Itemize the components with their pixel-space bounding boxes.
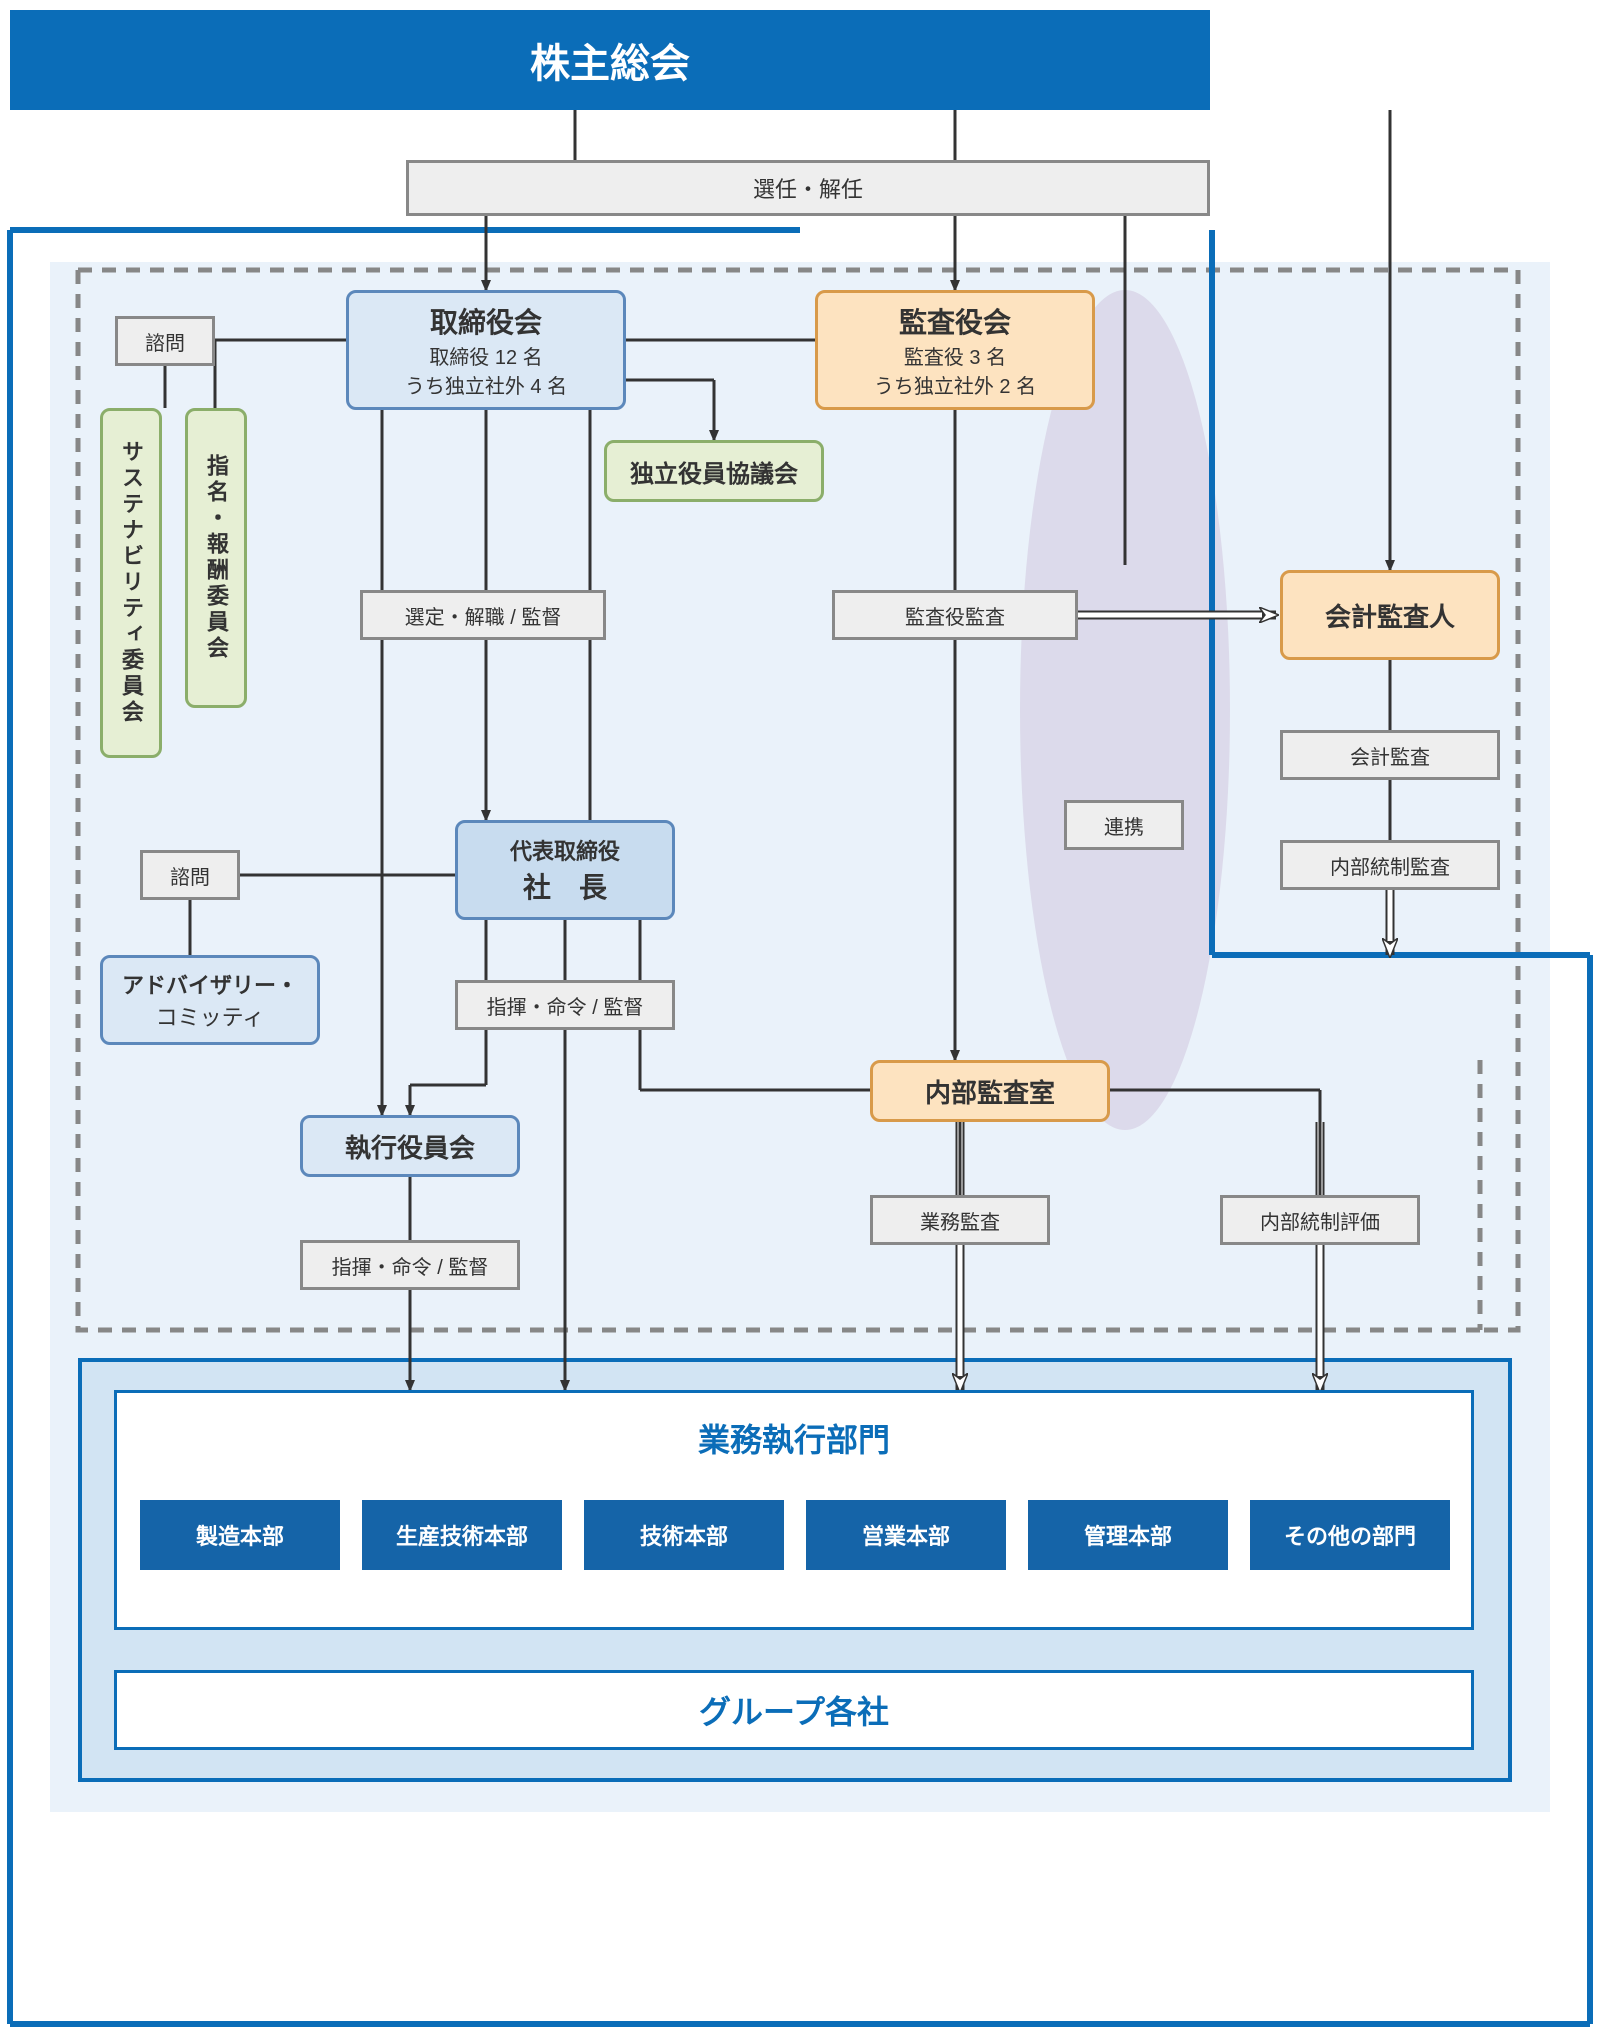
auditor_audit: 監査役監査 (832, 590, 1078, 640)
department-4: 管理本部 (1028, 1500, 1228, 1570)
department-0: 製造本部 (140, 1500, 340, 1570)
title: 連携 (1104, 811, 1144, 840)
title: 業務監査 (920, 1206, 1000, 1235)
dept-label: 営業本部 (862, 1519, 950, 1551)
title: グループ各社 (699, 1687, 889, 1733)
board_directors: 取締役会取締役 12 名うち独立社外 4 名 (346, 290, 626, 410)
advisory: アドバイザリー・コミッティ (100, 955, 320, 1045)
internal_audit: 内部監査室 (870, 1060, 1110, 1122)
consultation1: 諮問 (115, 316, 215, 366)
subtitle2: うち独立社外 4 名 (405, 370, 567, 399)
cooperation: 連携 (1064, 800, 1184, 850)
command2: 指揮・命令 / 監督 (300, 1240, 520, 1290)
exec_committee: 執行役員会 (300, 1115, 520, 1177)
president: 代表取締役社 長 (455, 820, 675, 920)
title: 会計監査 (1350, 741, 1430, 770)
title: 諮問 (145, 327, 185, 356)
accounting_auditor: 会計監査人 (1280, 570, 1500, 660)
dept-label: 技術本部 (640, 1519, 728, 1551)
subtitle: 監査役 3 名 (904, 341, 1006, 370)
nomination: 指名・報酬委員会 (185, 408, 247, 708)
accounting_audit: 会計監査 (1280, 730, 1500, 780)
title: 独立役員協議会 (630, 454, 798, 489)
independent_council: 独立役員協議会 (604, 440, 824, 502)
title: 指揮・命令 / 監督 (487, 991, 644, 1020)
group_companies: グループ各社 (114, 1670, 1474, 1750)
title: サステナビリティ委員会 (115, 440, 147, 726)
department-1: 生産技術本部 (362, 1500, 562, 1570)
department-3: 営業本部 (806, 1500, 1006, 1570)
title: 株主総会 (530, 31, 690, 89)
audit_board: 監査役会監査役 3 名うち独立社外 2 名 (815, 290, 1095, 410)
title: 指名・報酬委員会 (200, 454, 232, 662)
title: 監査役会 (899, 301, 1011, 341)
title: 内部統制監査 (1330, 851, 1450, 880)
department-5: その他の部門 (1250, 1500, 1450, 1570)
title: 代表取締役 (510, 834, 620, 866)
title: 内部監査室 (925, 1073, 1055, 1110)
shareholders: 株主総会 (10, 10, 1210, 110)
subtitle: 社 長 (523, 866, 607, 906)
subtitle2: うち独立社外 2 名 (874, 370, 1036, 399)
title: 執行役員会 (345, 1128, 475, 1165)
department-2: 技術本部 (584, 1500, 784, 1570)
title: アドバイザリー・ (122, 968, 298, 1000)
dept-label: 生産技術本部 (396, 1519, 528, 1551)
dept-label: その他の部門 (1284, 1519, 1416, 1551)
internal_control_audit: 内部統制監査 (1280, 840, 1500, 890)
title: 諮問 (170, 861, 210, 890)
dept-label: 製造本部 (196, 1519, 284, 1551)
biz_audit: 業務監査 (870, 1195, 1050, 1245)
title: 会計監査人 (1325, 597, 1455, 634)
consultation2: 諮問 (140, 850, 240, 900)
title: 選定・解職 / 監督 (405, 601, 562, 630)
title: 内部統制評価 (1260, 1206, 1380, 1235)
appoint_dismiss: 選任・解任 (406, 160, 1210, 216)
title: 選任・解任 (753, 172, 863, 204)
title: 指揮・命令 / 監督 (332, 1251, 489, 1280)
governance-diagram: 株主総会選任・解任取締役会取締役 12 名うち独立社外 4 名 監査役会監査役 3… (0, 0, 1600, 2034)
subtitle: コミッティ (156, 1000, 265, 1032)
select_dismiss: 選定・解職 / 監督 (360, 590, 606, 640)
command1: 指揮・命令 / 監督 (455, 980, 675, 1030)
title: 監査役監査 (905, 601, 1005, 630)
subtitle: 取締役 12 名 (429, 341, 542, 370)
dept-label: 管理本部 (1084, 1519, 1172, 1551)
title: 取締役会 (430, 301, 542, 341)
sustainability: サステナビリティ委員会 (100, 408, 162, 758)
title: 業務執行部門 (698, 1415, 890, 1461)
internal_control_eval: 内部統制評価 (1220, 1195, 1420, 1245)
